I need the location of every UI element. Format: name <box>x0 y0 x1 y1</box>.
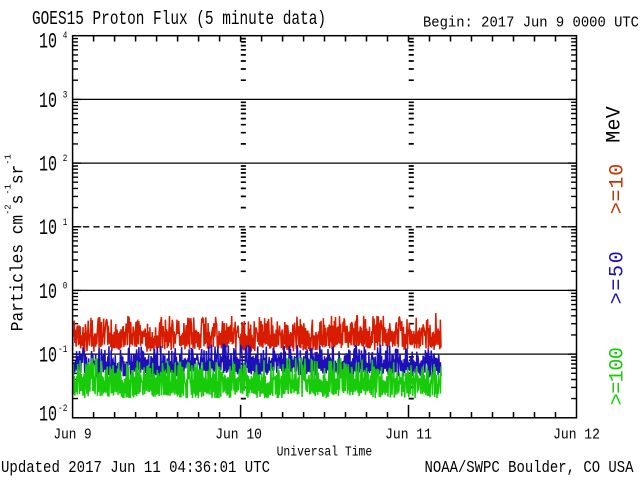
svg-text:Jun 12: Jun 12 <box>553 428 600 444</box>
svg-text:Universal Time: Universal Time <box>277 445 373 461</box>
svg-text:-2: -2 <box>58 403 67 415</box>
svg-text:Updated 2017 Jun 11 04:36:01 U: Updated 2017 Jun 11 04:36:01 UTC <box>1 459 270 478</box>
svg-text:1: 1 <box>63 217 68 229</box>
svg-text:NOAA/SWPC Boulder, CO USA: NOAA/SWPC Boulder, CO USA <box>425 459 635 478</box>
svg-text:10: 10 <box>39 344 57 369</box>
svg-text:GOES15 Proton Flux (5 minute d: GOES15 Proton Flux (5 minute data) <box>32 8 326 30</box>
svg-text:0: 0 <box>63 280 68 292</box>
svg-text:10: 10 <box>39 403 57 428</box>
svg-text:10: 10 <box>39 280 57 305</box>
svg-text:10: 10 <box>39 89 57 114</box>
svg-text:3: 3 <box>63 89 68 101</box>
svg-text:Jun 9: Jun 9 <box>54 428 92 444</box>
svg-text:-1: -1 <box>58 344 67 356</box>
svg-text:10: 10 <box>39 153 57 178</box>
svg-text:2: 2 <box>63 153 68 165</box>
svg-text:>=10: >=10 <box>607 164 630 215</box>
svg-text:Jun 10: Jun 10 <box>215 428 262 444</box>
svg-text:Begin: 2017 Jun 9 0000 UTC: Begin: 2017 Jun 9 0000 UTC <box>423 15 639 32</box>
svg-text:4: 4 <box>63 30 68 42</box>
svg-text:MeV: MeV <box>604 106 627 143</box>
svg-text:>=100: >=100 <box>607 347 630 405</box>
svg-text:10: 10 <box>39 29 57 54</box>
svg-text:Particles cm-2s-1sr-1: Particles cm-2s-1sr-1 <box>2 154 28 331</box>
svg-text:Jun 11: Jun 11 <box>385 428 432 444</box>
svg-text:10: 10 <box>39 216 57 241</box>
svg-text:>=50: >=50 <box>607 251 630 304</box>
